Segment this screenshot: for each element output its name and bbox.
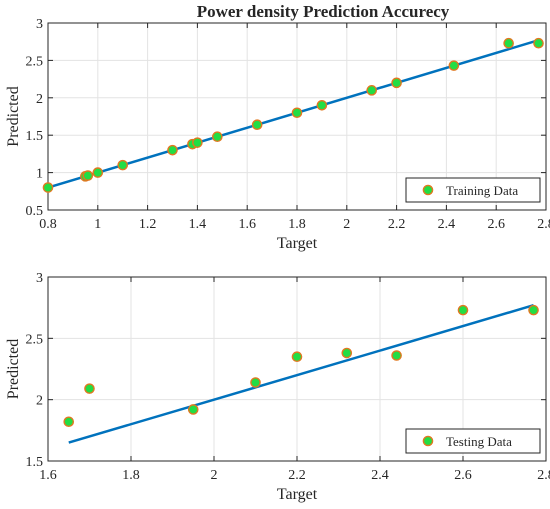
- data-point: [251, 119, 263, 131]
- legend-marker: [422, 184, 434, 196]
- legend: Testing Data: [405, 428, 541, 454]
- data-point: [42, 182, 54, 193]
- data-point: [63, 416, 75, 428]
- y-tick-label: 2: [36, 394, 43, 409]
- x-tick-label: 2: [343, 217, 350, 232]
- data-point: [291, 107, 303, 119]
- x-tick-label: 2.6: [487, 217, 505, 232]
- y-tick-label: 3: [36, 17, 43, 32]
- data-point: [82, 170, 94, 181]
- chart-title: Power density Prediction Accurecy: [197, 2, 450, 21]
- x-tick-label: 1.2: [139, 217, 157, 232]
- x-axis-label: Target: [277, 235, 318, 252]
- data-point: [167, 144, 178, 156]
- x-tick-label: 1.6: [238, 217, 256, 232]
- chart-2: 1.6 1.8 2 2.2 2.4 2.6 2.8 1.5 2 2.5 3 Target Predict…: [5, 271, 550, 503]
- x-tick-label: 2.2: [388, 217, 406, 232]
- x-tick-label: 2.2: [288, 468, 306, 483]
- x-tick-label: 2.4: [371, 468, 389, 483]
- y-tick-label: 2.5: [26, 54, 44, 69]
- x-tick-label: 0.8: [39, 217, 57, 232]
- y-axis-label: Predicted: [5, 86, 22, 146]
- data-point: [212, 131, 223, 142]
- x-tick-label: 1.8: [122, 468, 140, 483]
- data-point: [250, 377, 261, 388]
- data-point: [391, 350, 402, 361]
- y-tick-label: 2.5: [26, 332, 44, 347]
- legend-label: Training Data: [446, 183, 518, 198]
- data-point: [84, 383, 95, 394]
- legend-label: Testing Data: [446, 434, 512, 449]
- y-tick-label: 2: [36, 92, 43, 107]
- data-point: [391, 77, 402, 89]
- data-point: [117, 159, 128, 171]
- y-tick-label: 3: [36, 271, 43, 286]
- legend-box: [405, 428, 541, 454]
- x-tick-label: 1.4: [189, 217, 207, 232]
- data-point: [457, 304, 469, 316]
- y-axis-label: Predicted: [5, 339, 22, 399]
- fit-line: [68, 304, 534, 444]
- y-tick-label: 0.5: [26, 204, 44, 219]
- x-tick-label: 2.8: [537, 217, 550, 232]
- x-tick-label: 2.8: [537, 468, 550, 483]
- data-point: [316, 99, 328, 111]
- data-point: [528, 304, 539, 316]
- x-tick-label: 2.6: [454, 468, 472, 483]
- x-tick-label: 1: [94, 217, 101, 232]
- data-point: [533, 37, 544, 49]
- x-tick-label: 2.4: [438, 217, 456, 232]
- data-point: [503, 37, 514, 49]
- chart-1: 0.8 1 1.2 1.4 1.6 1.8 2 2.2 2.4 2.6 2.8 0.5 1 1.5 2 2.5…: [5, 2, 550, 252]
- data-point: [291, 351, 303, 363]
- legend-marker: [422, 435, 434, 447]
- y-tick-label: 1.5: [26, 455, 44, 470]
- x-tick-label: 1.6: [39, 468, 57, 483]
- data-point: [448, 60, 460, 71]
- data-point: [341, 347, 353, 359]
- legend: Training Data: [405, 177, 541, 203]
- x-axis-label: Target: [277, 486, 318, 503]
- x-tick-label: 1.8: [288, 217, 306, 232]
- y-tick-label: 1: [36, 167, 43, 182]
- data-point: [92, 167, 104, 178]
- y-tick-label: 1.5: [26, 129, 44, 144]
- data-point: [187, 404, 199, 415]
- data-point: [366, 85, 378, 96]
- data-point: [192, 137, 203, 148]
- x-tick-label: 2: [211, 468, 218, 483]
